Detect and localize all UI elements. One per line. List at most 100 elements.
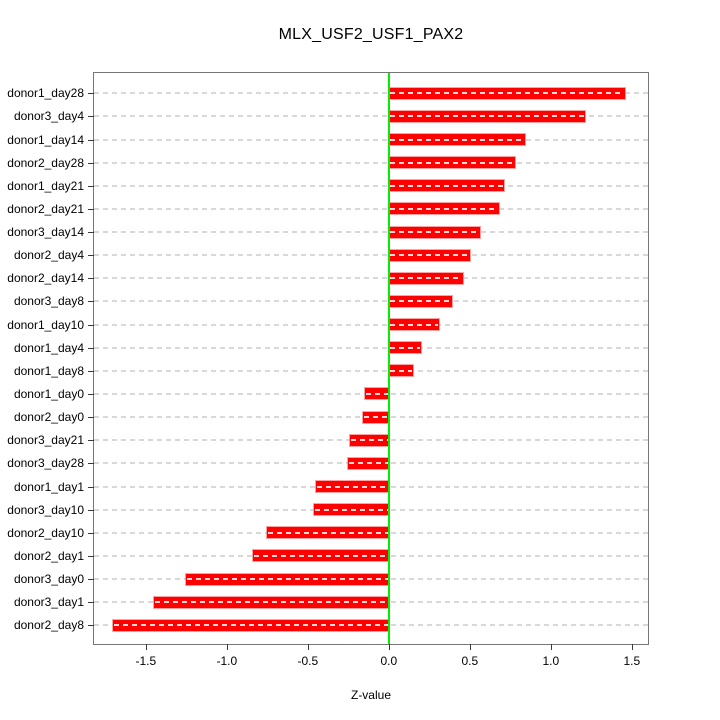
y-tick	[88, 347, 94, 349]
x-tick	[307, 644, 309, 650]
gridline	[94, 277, 648, 280]
bar	[388, 226, 480, 238]
y-tick	[88, 486, 94, 488]
bar-dash-overlay	[154, 601, 388, 604]
y-tick	[88, 139, 94, 141]
y-axis-label: donor3_day28	[7, 456, 84, 471]
bar	[388, 295, 452, 307]
y-tick	[88, 509, 94, 511]
bar	[388, 134, 525, 146]
bar	[113, 619, 389, 631]
bar	[388, 203, 499, 215]
y-axis-label: donor3_day10	[7, 502, 84, 517]
y-tick	[88, 208, 94, 210]
y-tick	[88, 162, 94, 164]
y-tick	[88, 579, 94, 581]
bar	[186, 573, 389, 585]
x-axis-tick-label: 1.0	[542, 654, 560, 668]
bar	[388, 342, 422, 354]
gridline	[94, 161, 648, 164]
bar	[153, 596, 389, 608]
gridline	[94, 300, 648, 303]
y-tick	[88, 255, 94, 257]
bar-dash-overlay	[389, 115, 584, 118]
bar-dash-overlay	[349, 462, 388, 465]
y-axis-label: donor1_day10	[7, 317, 84, 332]
y-axis-label: donor1_day21	[7, 178, 84, 193]
x-axis-title: Z-value	[350, 688, 391, 702]
gridline	[94, 369, 648, 372]
gridline	[94, 254, 648, 257]
y-tick	[88, 185, 94, 187]
bar-dash-overlay	[389, 138, 524, 141]
bar-dash-overlay	[114, 624, 388, 627]
x-axis-tick-label: -0.5	[297, 654, 319, 668]
zero-line	[387, 73, 390, 644]
y-axis-label: donor2_day10	[7, 525, 84, 540]
y-axis-label: donor3_day4	[13, 109, 84, 124]
x-tick	[145, 644, 147, 650]
bar	[388, 157, 516, 169]
y-axis-label: donor1_day14	[7, 132, 84, 147]
y-axis-label: donor3_day14	[7, 225, 84, 240]
y-tick	[88, 602, 94, 604]
x-axis-tick-label: 1.5	[623, 654, 641, 668]
bar-dash-overlay	[389, 184, 503, 187]
gridline	[94, 138, 648, 141]
bar	[362, 411, 389, 423]
y-axis-label: donor1_day0	[13, 386, 84, 401]
bar-dash-overlay	[389, 207, 498, 210]
gridline	[94, 323, 648, 326]
y-axis-label: donor3_day8	[13, 294, 84, 309]
y-axis-label: donor3_day1	[13, 595, 84, 610]
y-tick	[88, 370, 94, 372]
bar	[388, 87, 626, 99]
y-axis-label: donor2_day4	[13, 248, 84, 263]
bar	[388, 110, 585, 122]
x-tick	[550, 644, 552, 650]
bar	[388, 272, 464, 284]
y-tick	[88, 393, 94, 395]
bar-dash-overlay	[389, 231, 479, 234]
y-tick	[88, 555, 94, 557]
y-axis-label: donor1_day8	[13, 363, 84, 378]
x-tick	[388, 644, 390, 650]
bar	[349, 434, 389, 446]
x-axis-tick-label: 0.5	[461, 654, 479, 668]
x-axis-tick-label: -1.5	[135, 654, 157, 668]
bar-dash-overlay	[389, 161, 515, 164]
gridline	[94, 92, 648, 95]
y-tick	[88, 232, 94, 234]
bar	[388, 319, 440, 331]
y-axis-label: donor2_day8	[13, 618, 84, 633]
y-tick	[88, 278, 94, 280]
y-axis-label: donor1_day4	[13, 340, 84, 355]
plot-area: donor1_day28 donor3_day4 donor1_day14 donor…	[7, 72, 649, 702]
bar-dash-overlay	[389, 254, 469, 257]
bar-dash-overlay	[187, 578, 388, 581]
y-tick	[88, 116, 94, 118]
bar	[252, 550, 389, 562]
x-axis-tick-label: -1.0	[216, 654, 238, 668]
y-axis-label: donor2_day21	[7, 201, 84, 216]
bar	[348, 457, 389, 469]
bar-dash-overlay	[350, 439, 388, 442]
bar	[267, 527, 389, 539]
bar-dash-overlay	[253, 554, 388, 557]
y-axis-label: donor3_day0	[13, 572, 84, 587]
gridline	[94, 115, 648, 118]
bar-dash-overlay	[268, 531, 388, 534]
y-axis-label: donor2_day28	[7, 155, 84, 170]
y-tick	[88, 93, 94, 95]
bar-dash-overlay	[389, 277, 463, 280]
x-axis-tick-label: 0.0	[380, 654, 398, 668]
bar-dash-overlay	[389, 300, 451, 303]
y-tick	[88, 625, 94, 627]
bar-dash-overlay	[389, 346, 421, 349]
gridline	[94, 231, 648, 234]
chart-title: MLX_USF2_USF1_PAX2	[278, 26, 464, 43]
bar-dash-overlay	[389, 369, 413, 372]
plot-inner: donor1_day28 donor3_day4 donor1_day14 donor…	[7, 73, 648, 668]
gridline	[94, 346, 648, 349]
bar-dash-overlay	[389, 323, 439, 326]
